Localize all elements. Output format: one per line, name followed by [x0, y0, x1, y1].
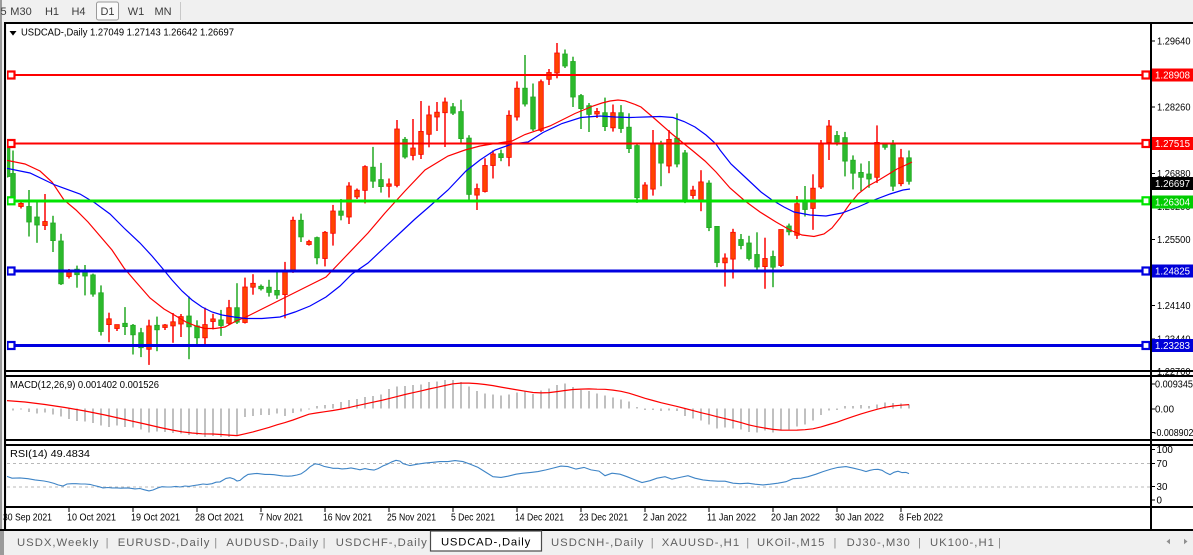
- svg-text:23 Dec 2021: 23 Dec 2021: [579, 513, 628, 524]
- svg-text:|: |: [998, 537, 1001, 549]
- svg-text:28 Oct 2021: 28 Oct 2021: [195, 513, 244, 524]
- svg-text:USDX,Weekly: USDX,Weekly: [17, 537, 99, 549]
- svg-text:D1: D1: [100, 6, 114, 18]
- svg-text:MACD(12,26,9) 0.001402 0.00152: MACD(12,26,9) 0.001402 0.001526: [10, 380, 159, 391]
- svg-text:H4: H4: [71, 6, 85, 18]
- svg-text:1.23283: 1.23283: [1155, 341, 1191, 352]
- svg-text:USDCNH-,Daily: USDCNH-,Daily: [551, 537, 644, 549]
- svg-text:|: |: [106, 537, 109, 549]
- svg-text:0.009345: 0.009345: [1155, 380, 1193, 391]
- svg-text:|: |: [746, 537, 749, 549]
- svg-text:USDCAD-,Daily 1.27049 1.27143: USDCAD-,Daily 1.27049 1.27143 1.26642 1.…: [21, 28, 234, 39]
- svg-text:-0.008902: -0.008902: [1154, 428, 1193, 439]
- svg-text:MN: MN: [154, 6, 171, 18]
- svg-text:25 Nov 2021: 25 Nov 2021: [387, 513, 436, 524]
- svg-text:USDCHF-,Daily: USDCHF-,Daily: [336, 537, 428, 549]
- svg-text:8 Feb 2022: 8 Feb 2022: [899, 513, 943, 524]
- svg-text:1.24825: 1.24825: [1155, 267, 1191, 278]
- svg-text:1.28260: 1.28260: [1157, 103, 1191, 114]
- svg-text:|: |: [323, 537, 326, 549]
- svg-text:30 Sep 2021: 30 Sep 2021: [3, 513, 52, 524]
- svg-text:10 Oct 2021: 10 Oct 2021: [67, 513, 116, 524]
- svg-text:|: |: [834, 537, 837, 549]
- svg-text:M30: M30: [10, 6, 31, 18]
- svg-text:|: |: [214, 537, 217, 549]
- svg-text:2 Jan 2022: 2 Jan 2022: [643, 513, 687, 524]
- svg-text:UKOil-,M15: UKOil-,M15: [757, 537, 825, 549]
- svg-text:DJ30-,M30: DJ30-,M30: [847, 537, 911, 549]
- svg-text:0: 0: [1157, 496, 1163, 507]
- svg-text:1.24140: 1.24140: [1157, 301, 1191, 312]
- svg-text:16 Nov 2021: 16 Nov 2021: [323, 513, 372, 524]
- svg-text:30: 30: [1157, 482, 1168, 493]
- svg-text:1.29640: 1.29640: [1157, 37, 1191, 48]
- svg-text:7 Nov 2021: 7 Nov 2021: [259, 513, 303, 524]
- svg-text:H1: H1: [45, 6, 59, 18]
- svg-text:UK100-,H1: UK100-,H1: [930, 537, 995, 549]
- svg-text:AUDUSD-,Daily: AUDUSD-,Daily: [226, 537, 319, 549]
- svg-text:70: 70: [1157, 459, 1168, 470]
- svg-text:1.26697: 1.26697: [1155, 179, 1190, 190]
- svg-text:5 Dec 2021: 5 Dec 2021: [451, 513, 495, 524]
- svg-text:14 Dec 2021: 14 Dec 2021: [515, 513, 564, 524]
- svg-text:1.26304: 1.26304: [1155, 198, 1191, 209]
- svg-text:1.26880: 1.26880: [1157, 169, 1191, 180]
- svg-text:W1: W1: [128, 6, 145, 18]
- svg-text:RSI(14) 49.4834: RSI(14) 49.4834: [10, 449, 90, 460]
- svg-text:5: 5: [0, 6, 6, 18]
- svg-text:1.25500: 1.25500: [1157, 235, 1191, 246]
- svg-text:|: |: [918, 537, 921, 549]
- svg-text:20 Jan 2022: 20 Jan 2022: [771, 513, 820, 524]
- svg-text:EURUSD-,Daily: EURUSD-,Daily: [118, 537, 211, 549]
- svg-text:1.27515: 1.27515: [1155, 139, 1191, 150]
- svg-text:100: 100: [1157, 445, 1174, 456]
- svg-text:19 Oct 2021: 19 Oct 2021: [131, 513, 180, 524]
- svg-text:11 Jan 2022: 11 Jan 2022: [707, 513, 756, 524]
- svg-text:USDCAD-,Daily: USDCAD-,Daily: [441, 537, 531, 549]
- svg-text:1.22760: 1.22760: [1157, 367, 1191, 378]
- svg-text:0.00: 0.00: [1155, 405, 1175, 416]
- svg-text:|: |: [651, 537, 654, 549]
- svg-text:XAUUSD-,H1: XAUUSD-,H1: [662, 537, 740, 549]
- svg-text:1.28908: 1.28908: [1155, 71, 1191, 82]
- svg-text:30 Jan 2022: 30 Jan 2022: [835, 513, 884, 524]
